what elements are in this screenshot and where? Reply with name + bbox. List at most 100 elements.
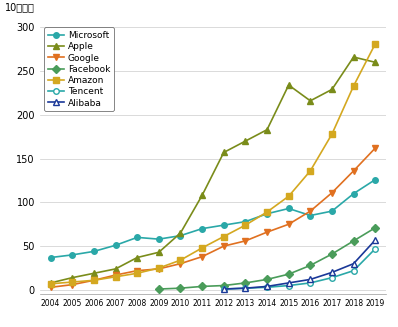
Alibaba xyxy=(351,262,356,266)
Facebook xyxy=(351,239,356,243)
Facebook xyxy=(200,284,205,288)
Line: Microsoft: Microsoft xyxy=(48,177,378,260)
Microsoft xyxy=(351,192,356,196)
Amazon xyxy=(200,246,205,250)
Google xyxy=(92,278,96,282)
Tencent xyxy=(221,287,226,291)
Google xyxy=(373,146,378,150)
Amazon xyxy=(373,42,378,46)
Microsoft xyxy=(308,214,313,217)
Microsoft xyxy=(373,178,378,181)
Apple xyxy=(308,99,313,103)
Amazon xyxy=(156,266,161,270)
Amazon xyxy=(286,194,291,198)
Line: Alibaba: Alibaba xyxy=(221,237,378,292)
Tencent xyxy=(286,284,291,287)
Microsoft xyxy=(286,207,291,211)
Facebook xyxy=(330,252,334,256)
Amazon xyxy=(265,210,269,214)
Google xyxy=(330,191,334,195)
Microsoft xyxy=(330,209,334,213)
Line: Google: Google xyxy=(48,145,378,290)
Google xyxy=(156,267,161,271)
Google xyxy=(265,230,269,234)
Apple xyxy=(243,139,248,143)
Google xyxy=(70,283,75,287)
Microsoft xyxy=(221,223,226,227)
Facebook xyxy=(156,287,161,291)
Apple xyxy=(351,55,356,59)
Amazon xyxy=(113,275,118,279)
Legend: Microsoft, Apple, Google, Facebook, Amazon, Tencent, Alibaba: Microsoft, Apple, Google, Facebook, Amaz… xyxy=(44,27,114,111)
Microsoft xyxy=(200,227,205,231)
Microsoft xyxy=(156,237,161,241)
Tencent xyxy=(373,247,378,251)
Google xyxy=(200,255,205,259)
Facebook xyxy=(265,277,269,281)
Line: Facebook: Facebook xyxy=(156,225,378,292)
Google xyxy=(243,239,248,243)
Google xyxy=(286,222,291,226)
Microsoft xyxy=(265,212,269,216)
Microsoft xyxy=(48,256,53,260)
Amazon xyxy=(243,223,248,227)
Google xyxy=(308,209,313,213)
Amazon xyxy=(70,280,75,284)
Apple xyxy=(70,276,75,280)
Alibaba xyxy=(308,277,313,281)
Amazon xyxy=(351,84,356,88)
Apple xyxy=(221,150,226,154)
Alibaba xyxy=(373,238,378,242)
Google xyxy=(113,273,118,277)
Google xyxy=(178,262,183,266)
Facebook xyxy=(221,284,226,287)
Alibaba xyxy=(286,281,291,285)
Microsoft xyxy=(113,243,118,247)
Google xyxy=(351,169,356,173)
Apple xyxy=(265,128,269,132)
Facebook xyxy=(373,226,378,230)
Apple xyxy=(330,87,334,91)
Microsoft xyxy=(178,234,183,238)
Apple xyxy=(135,256,140,260)
Alibaba xyxy=(221,287,226,291)
Apple xyxy=(373,60,378,64)
Line: Apple: Apple xyxy=(48,54,378,286)
Text: 10億ドル: 10億ドル xyxy=(5,2,35,12)
Amazon xyxy=(135,271,140,275)
Tencent xyxy=(330,276,334,280)
Microsoft xyxy=(92,250,96,253)
Amazon xyxy=(48,282,53,286)
Apple xyxy=(178,231,183,235)
Microsoft xyxy=(70,253,75,257)
Microsoft xyxy=(135,235,140,239)
Apple xyxy=(156,250,161,254)
Facebook xyxy=(286,272,291,276)
Apple xyxy=(48,281,53,285)
Alibaba xyxy=(265,284,269,288)
Line: Amazon: Amazon xyxy=(48,41,378,286)
Tencent xyxy=(265,285,269,289)
Tencent xyxy=(351,269,356,273)
Facebook xyxy=(308,264,313,267)
Amazon xyxy=(330,132,334,136)
Microsoft xyxy=(243,220,248,224)
Apple xyxy=(286,83,291,87)
Facebook xyxy=(178,286,183,290)
Amazon xyxy=(221,234,226,238)
Google xyxy=(221,244,226,248)
Facebook xyxy=(243,281,248,285)
Tencent xyxy=(243,286,248,290)
Tencent xyxy=(308,281,313,285)
Alibaba xyxy=(330,270,334,274)
Alibaba xyxy=(243,286,248,290)
Apple xyxy=(200,193,205,197)
Google xyxy=(48,285,53,289)
Amazon xyxy=(92,278,96,282)
Line: Tencent: Tencent xyxy=(221,246,378,292)
Google xyxy=(135,269,140,273)
Apple xyxy=(113,267,118,271)
Amazon xyxy=(308,169,313,173)
Apple xyxy=(92,271,96,275)
Amazon xyxy=(178,258,183,262)
